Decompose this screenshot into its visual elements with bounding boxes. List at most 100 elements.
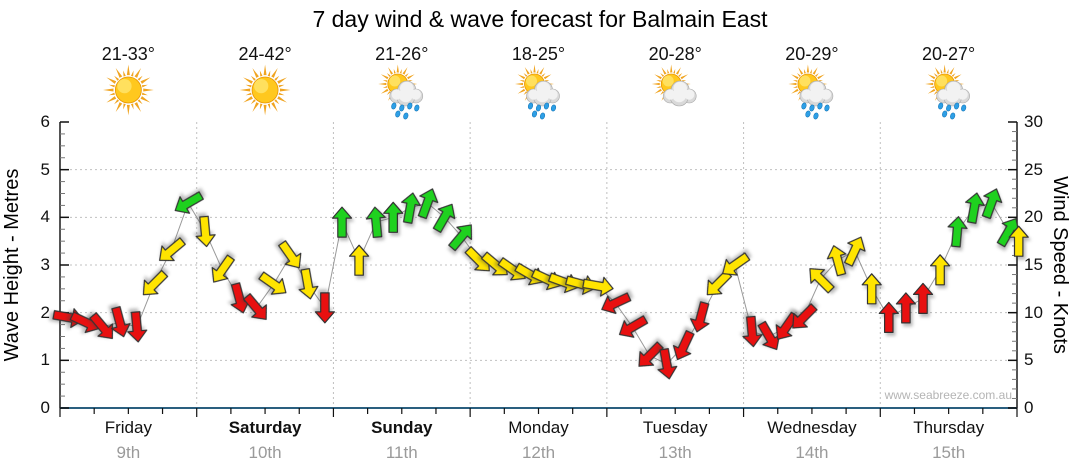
- day-date: 14th: [795, 443, 829, 462]
- day-temp-range: 21-33°: [101, 44, 155, 64]
- sun-showers-icon: [515, 64, 560, 120]
- sun-cloud-icon: [651, 64, 697, 107]
- day-date: 10th: [248, 443, 282, 462]
- wind-arrow-yellow: [861, 273, 882, 305]
- left-tick-label: 5: [40, 159, 50, 179]
- right-tick-label: 25: [1024, 159, 1043, 179]
- wind-arrow-red: [638, 341, 664, 367]
- right-tick-label: 15: [1024, 255, 1043, 274]
- left-tick-label: 0: [40, 398, 50, 417]
- wind-arrow-yellow: [826, 245, 847, 277]
- right-tick-label: 0: [1024, 398, 1034, 417]
- left-tick-label: 6: [40, 112, 50, 131]
- wind-arrow-green: [965, 192, 985, 224]
- wind-arrow-yellow: [159, 237, 186, 262]
- wind-arrow-green: [401, 192, 421, 224]
- wind-arrow-green: [981, 188, 1003, 220]
- day-name: Saturday: [228, 418, 302, 437]
- right-tick-label: 20: [1024, 207, 1043, 227]
- wind-arrow-red: [657, 347, 678, 380]
- wind-arrow-green: [947, 216, 968, 248]
- day-temp-range: 18-25°: [511, 44, 566, 64]
- left-axis-title: Wave Height - Metres: [1, 168, 23, 362]
- sun-highlight: [254, 78, 269, 94]
- day-date: 12th: [521, 443, 556, 462]
- left-tick-label: 2: [40, 302, 50, 322]
- rain-drops: [527, 102, 557, 120]
- left-tick-label: 1: [40, 350, 50, 370]
- cloud-shape: [389, 80, 424, 107]
- wind-arrow-yellow: [722, 252, 751, 276]
- day-date: 11th: [385, 443, 418, 462]
- day-name: Tuesday: [642, 418, 708, 437]
- wind-arrow-red: [243, 293, 267, 320]
- wind-arrow-red: [314, 292, 335, 324]
- day-name: Sunday: [371, 418, 433, 437]
- wind-arrow-green: [432, 203, 456, 233]
- day-name: Friday: [104, 418, 152, 437]
- wind-arrow-yellow: [929, 254, 951, 286]
- day-date: 13th: [658, 443, 692, 462]
- page-title: 7 day wind & wave forecast for Balmain E…: [312, 6, 768, 32]
- wind-arrow-green: [417, 188, 439, 220]
- wind-arrow-red: [895, 292, 917, 324]
- wind-arrow-yellow: [582, 276, 614, 297]
- day-temp-range: 20-28°: [648, 44, 702, 64]
- cloud-shape: [662, 80, 697, 107]
- right-tick-label: 10: [1024, 302, 1043, 322]
- wind-arrow-green: [365, 206, 386, 239]
- wind-arrow-yellow: [298, 267, 319, 300]
- day-temp-range: 20-29°: [785, 44, 839, 64]
- day-temp-range: 21-26°: [375, 44, 429, 64]
- right-tick-label: 30: [1024, 112, 1043, 131]
- sun-rays: [239, 64, 291, 116]
- cloud-shape: [936, 80, 970, 107]
- wind-arrow-yellow: [349, 244, 370, 276]
- day-name: Thursday: [913, 418, 985, 437]
- sun-highlight: [799, 75, 811, 87]
- sun-showers-icon: [378, 64, 424, 120]
- day-name: Monday: [508, 418, 569, 437]
- wind-arrow-yellow: [142, 269, 169, 296]
- wind-arrow-red: [89, 312, 114, 340]
- rain-drops: [938, 102, 967, 120]
- sunny-icon: [239, 64, 291, 116]
- sun-highlight: [117, 78, 132, 94]
- wind-arrow-yellow: [809, 268, 835, 294]
- sun-highlight: [389, 75, 401, 87]
- sun-highlight: [526, 75, 537, 87]
- wind-arrow-red: [672, 330, 695, 361]
- sunny-icon: [103, 64, 154, 116]
- wind-arrow-yellow: [278, 240, 302, 269]
- wind-arrow-green: [331, 206, 353, 238]
- wind-arrow-green: [448, 224, 473, 252]
- wind-arrow-red: [689, 301, 710, 333]
- sun-showers-icon: [925, 64, 970, 120]
- day-temp-range: 20-27°: [922, 44, 976, 64]
- wind-arrow-yellow: [1008, 225, 1029, 257]
- wind-arrow-yellow: [531, 268, 562, 291]
- wind-arrow-yellow: [843, 236, 866, 267]
- wind-arrow-red: [111, 306, 131, 338]
- cloud-shape: [799, 80, 834, 107]
- right-tick-label: 5: [1024, 350, 1034, 370]
- day-name: Wednesday: [767, 418, 857, 437]
- wind-arrow-yellow: [211, 254, 235, 283]
- cloud-shape: [526, 80, 560, 107]
- right-axis-title: Wind Speed - Knots: [1049, 176, 1071, 354]
- day-date: 9th: [116, 443, 141, 462]
- day-temp-range: 24-42°: [238, 44, 292, 64]
- wind-arrow-red: [792, 303, 818, 329]
- left-tick-label: 3: [40, 255, 50, 274]
- day-date: 15th: [932, 443, 966, 462]
- left-tick-label: 4: [40, 207, 50, 227]
- wind-arrow-red: [912, 282, 934, 314]
- wind-arrow-red: [601, 292, 632, 315]
- watermark: www.seabreeze.com.au: [884, 388, 1012, 402]
- rain-drops: [391, 102, 420, 120]
- rain-drops: [801, 102, 830, 120]
- sun-rays: [103, 64, 154, 116]
- wind-arrow-green: [174, 191, 204, 214]
